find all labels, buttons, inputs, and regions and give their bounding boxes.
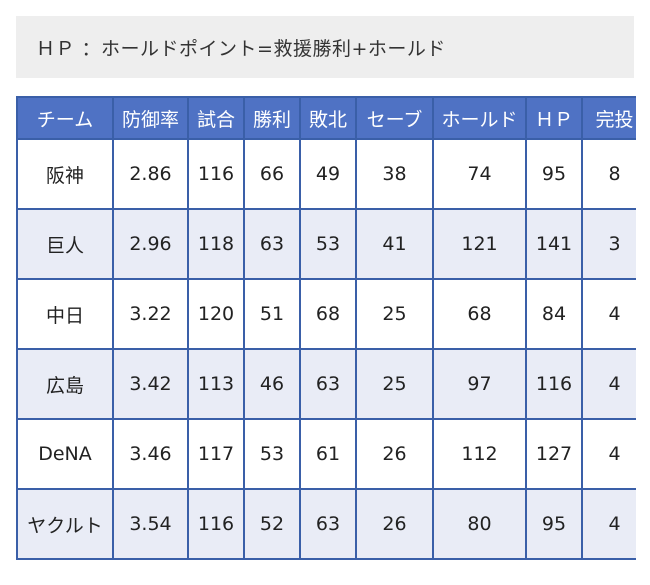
cell-complete-games: 4 (581, 418, 636, 490)
cell-complete-games: 4 (581, 488, 636, 560)
cell-hp: 116 (525, 348, 583, 420)
cell-losses: 49 (299, 138, 357, 210)
cell-team: 広島 (16, 348, 114, 420)
cell-era: 3.22 (112, 278, 189, 350)
cell-losses: 63 (299, 488, 357, 560)
table-row: DeNA 3.46 117 53 61 26 112 127 4 (16, 418, 636, 490)
cell-games: 117 (187, 418, 245, 490)
cell-team: DeNA (16, 418, 114, 490)
table-row: 巨人 2.96 118 63 53 41 121 141 3 (16, 208, 636, 280)
cell-losses: 68 (299, 278, 357, 350)
cell-team: 巨人 (16, 208, 114, 280)
pitching-stats-table-container: チーム 防御率 試合 勝利 敗北 セーブ ホールド ＨＰ 完投 阪神 2.86 … (16, 96, 636, 585)
cell-complete-games: 4 (581, 278, 636, 350)
pitching-stats-table: チーム 防御率 試合 勝利 敗北 セーブ ホールド ＨＰ 完投 阪神 2.86 … (16, 96, 636, 560)
cell-saves: 25 (355, 348, 434, 420)
table-header-row: チーム 防御率 試合 勝利 敗北 セーブ ホールド ＨＰ 完投 (16, 96, 636, 140)
cell-saves: 41 (355, 208, 434, 280)
cell-wins: 53 (243, 418, 301, 490)
cell-wins: 52 (243, 488, 301, 560)
cell-games: 116 (187, 488, 245, 560)
cell-team: ヤクルト (16, 488, 114, 560)
cell-team: 中日 (16, 278, 114, 350)
cell-saves: 26 (355, 488, 434, 560)
cell-wins: 66 (243, 138, 301, 210)
cell-era: 2.86 (112, 138, 189, 210)
cell-hp: 84 (525, 278, 583, 350)
cell-hp: 95 (525, 138, 583, 210)
cell-games: 120 (187, 278, 245, 350)
cell-complete-games: 3 (581, 208, 636, 280)
header-wins: 勝利 (243, 96, 301, 140)
header-complete-games: 完投 (581, 96, 636, 140)
cell-wins: 63 (243, 208, 301, 280)
cell-holds: 80 (432, 488, 527, 560)
table-row: 広島 3.42 113 46 63 25 97 116 4 (16, 348, 636, 420)
cell-saves: 26 (355, 418, 434, 490)
cell-saves: 25 (355, 278, 434, 350)
table-row: 中日 3.22 120 51 68 25 68 84 4 (16, 278, 636, 350)
cell-era: 3.42 (112, 348, 189, 420)
table-row: ヤクルト 3.54 116 52 63 26 80 95 4 (16, 488, 636, 560)
cell-saves: 38 (355, 138, 434, 210)
table-row: 阪神 2.86 116 66 49 38 74 95 8 (16, 138, 636, 210)
cell-wins: 46 (243, 348, 301, 420)
hp-definition-note: ＨＰ ：ホールドポイント=救援勝利+ホールド (16, 16, 634, 78)
cell-holds: 97 (432, 348, 527, 420)
header-hp: ＨＰ (525, 96, 583, 140)
header-era: 防御率 (112, 96, 189, 140)
cell-hp: 127 (525, 418, 583, 490)
hp-definition-text: ＨＰ ：ホールドポイント=救援勝利+ホールド (36, 37, 446, 60)
cell-losses: 53 (299, 208, 357, 280)
cell-wins: 51 (243, 278, 301, 350)
cell-games: 116 (187, 138, 245, 210)
header-holds: ホールド (432, 96, 527, 140)
cell-holds: 74 (432, 138, 527, 210)
cell-era: 2.96 (112, 208, 189, 280)
cell-era: 3.54 (112, 488, 189, 560)
cell-losses: 63 (299, 348, 357, 420)
header-saves: セーブ (355, 96, 434, 140)
cell-era: 3.46 (112, 418, 189, 490)
cell-holds: 68 (432, 278, 527, 350)
header-games: 試合 (187, 96, 245, 140)
cell-losses: 61 (299, 418, 357, 490)
cell-games: 113 (187, 348, 245, 420)
header-team: チーム (16, 96, 114, 140)
cell-team: 阪神 (16, 138, 114, 210)
header-losses: 敗北 (299, 96, 357, 140)
cell-holds: 121 (432, 208, 527, 280)
cell-games: 118 (187, 208, 245, 280)
cell-holds: 112 (432, 418, 527, 490)
cell-complete-games: 8 (581, 138, 636, 210)
cell-hp: 141 (525, 208, 583, 280)
cell-complete-games: 4 (581, 348, 636, 420)
cell-hp: 95 (525, 488, 583, 560)
